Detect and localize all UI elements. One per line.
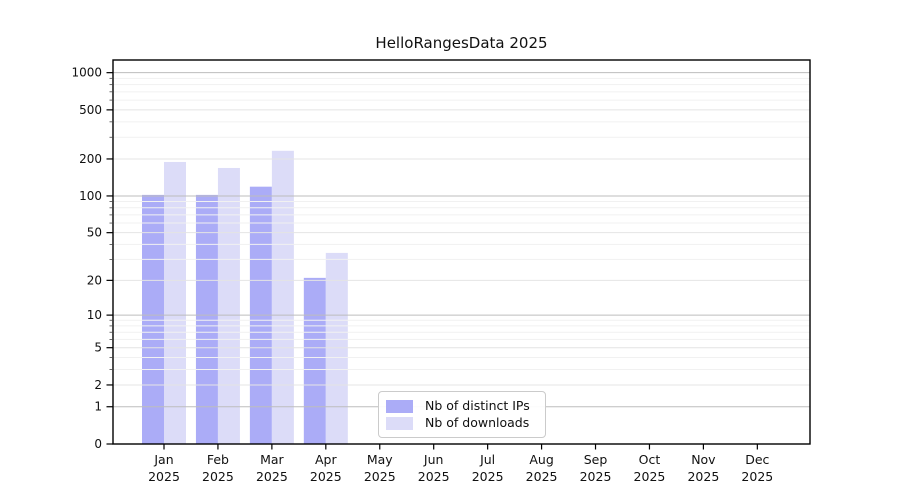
- chart-title: HelloRangesData 2025: [375, 34, 548, 52]
- x-tick-label-month: Feb: [207, 452, 229, 467]
- x-tick-label-month: May: [367, 452, 393, 467]
- x-tick-label-year: 2025: [148, 469, 180, 484]
- y-tick-label: 2: [94, 378, 102, 392]
- legend: Nb of distinct IPs Nb of downloads: [378, 391, 546, 438]
- legend-row-distinct-ips: Nb of distinct IPs: [386, 398, 537, 414]
- x-tick-label-month: Jul: [479, 452, 495, 467]
- bar-downloads: [325, 252, 348, 444]
- x-tick-label-year: 2025: [580, 469, 612, 484]
- x-tick-label-year: 2025: [687, 469, 719, 484]
- x-tick-label-month: Mar: [260, 452, 284, 467]
- y-tick-label: 500: [79, 103, 102, 117]
- x-tick-label-year: 2025: [526, 469, 558, 484]
- x-tick-label-year: 2025: [418, 469, 450, 484]
- x-tick-label-year: 2025: [472, 469, 504, 484]
- x-tick-label-year: 2025: [310, 469, 342, 484]
- y-tick-label: 200: [79, 152, 102, 166]
- legend-label-downloads: Nb of downloads: [425, 414, 530, 430]
- legend-swatch-distinct-ips: [386, 399, 413, 413]
- x-tick-label-month: Jan: [153, 452, 173, 467]
- y-tick-label: 50: [87, 226, 102, 240]
- y-tick-label: 1: [94, 400, 102, 414]
- x-tick-label-month: Jun: [423, 452, 444, 467]
- x-tick-label-month: Aug: [529, 452, 553, 467]
- bar-downloads: [164, 161, 186, 445]
- x-tick-label-month: Dec: [745, 452, 769, 467]
- x-tick-label-year: 2025: [634, 469, 666, 484]
- x-tick-label-year: 2025: [741, 469, 773, 484]
- plot-spines: [112, 59, 811, 445]
- y-tick-label: 20: [87, 273, 102, 287]
- bar-downloads: [271, 150, 294, 445]
- x-tick-label-month: Sep: [584, 452, 608, 467]
- x-tick-label-month: Nov: [691, 452, 716, 467]
- x-tick-label-year: 2025: [202, 469, 234, 484]
- y-tick-label: 100: [79, 189, 102, 203]
- legend-swatch-downloads: [386, 416, 413, 430]
- x-tick-label-month: Oct: [639, 452, 661, 467]
- y-tick-label: 0: [94, 437, 102, 451]
- x-tick-label-year: 2025: [256, 469, 288, 484]
- legend-row-downloads: Nb of downloads: [386, 415, 537, 431]
- y-tick-label: 10: [87, 308, 102, 322]
- bar-downloads: [217, 167, 240, 444]
- bar-distinct-ips: [303, 277, 326, 444]
- x-tick-label-year: 2025: [364, 469, 396, 484]
- x-tick-label-month: Apr: [315, 452, 337, 467]
- legend-label-distinct-ips: Nb of distinct IPs: [425, 397, 530, 413]
- y-tick-label: 5: [94, 341, 102, 355]
- y-tick-label: 1000: [71, 66, 102, 80]
- bar-distinct-ips: [195, 194, 218, 444]
- bar-distinct-ips: [142, 194, 164, 444]
